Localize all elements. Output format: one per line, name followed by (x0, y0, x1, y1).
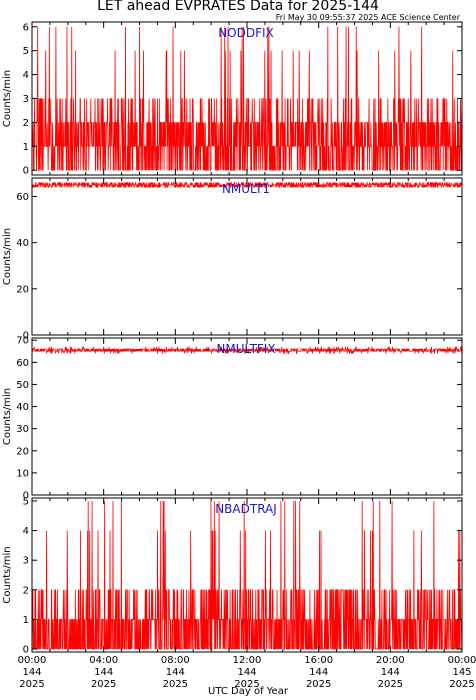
y-tick-label: 30 (16, 424, 29, 435)
panel-label: NMULT1 (222, 182, 270, 196)
x-tick-label-time: 00:00 (18, 655, 47, 666)
series-line-nmult1 (31, 182, 463, 188)
panel-label: NBADTRAJ (215, 502, 277, 516)
x-tick-label-time: 20:00 (376, 655, 405, 666)
x-tick-label-time: 04:00 (89, 655, 118, 666)
x-tick-label-time: 16:00 (304, 655, 333, 666)
y-tick-label: 3 (23, 556, 29, 567)
y-tick-label: 2 (23, 585, 29, 596)
y-tick-label: 50 (16, 380, 29, 391)
y-tick-label: 5 (23, 496, 29, 507)
y-axis-label: Counts/min (2, 546, 13, 603)
y-tick-label: 0 (23, 331, 29, 342)
chart-title: LET ahead EVPRATES Data for 2025-144 (97, 0, 379, 14)
x-tick-label-year: 2025 (163, 679, 188, 690)
y-tick-label: 1 (23, 142, 29, 153)
y-tick-label: 0 (23, 166, 29, 177)
x-tick-label-year: 2025 (449, 679, 474, 690)
x-tick-label-day: 144 (94, 667, 113, 678)
panel-nmult1: 0 20 40 60 Counts/min NMULT1 (2, 177, 463, 342)
y-tick-label: 5 (23, 46, 29, 57)
y-tick-label: 0 (23, 645, 29, 656)
x-tick-label-time: 08:00 (161, 655, 190, 666)
y-tick-label: 20 (16, 446, 29, 457)
x-tick-label-time: 12:00 (233, 655, 262, 666)
timestamp: Fri May 30 09:55:37 2025 ACE Science Cen… (276, 13, 461, 22)
y-tick-label: 2 (23, 118, 29, 129)
y-tick-label: 6 (23, 22, 29, 33)
y-tick-label: 4 (23, 526, 29, 537)
y-tick-label: 40 (16, 238, 29, 249)
x-tick-label-day: 144 (22, 667, 41, 678)
y-tick-label: 1 (23, 615, 29, 626)
x-tick-label-year: 2025 (19, 679, 44, 690)
y-axis-label: Counts/min (2, 70, 13, 127)
x-tick-label-year: 2025 (306, 679, 331, 690)
y-tick-label: 40 (16, 402, 29, 413)
y-axis-label: Counts/min (2, 228, 13, 285)
plot-frame (31, 177, 463, 336)
y-tick-label: 70 (16, 336, 29, 347)
series-line-nbadtraj (31, 500, 463, 650)
x-tick-label-year: 2025 (91, 679, 116, 690)
x-tick-label-day: 144 (309, 667, 328, 678)
x-tick-label-time: 00:00 (448, 655, 476, 666)
y-axis-label: Counts/min (2, 388, 13, 445)
x-tick-label-day: 144 (381, 667, 400, 678)
panel-nbadtraj: 0 1 2 3 4 5 Counts/min NBADTRAJ (2, 496, 463, 656)
x-axis: 00:00144202504:00144202508:00144202512:0… (18, 655, 476, 690)
panel-noddfix: 0 1 2 3 4 5 6 Counts/min NODDFIX (2, 21, 463, 177)
panel-label: NODDFIX (218, 26, 274, 40)
x-tick-label-day: 144 (237, 667, 256, 678)
plot-frame (31, 337, 463, 496)
y-tick-label: 60 (16, 192, 29, 203)
x-tick-label-year: 2025 (378, 679, 403, 690)
x-tick-label-day: 145 (452, 667, 471, 678)
panels: 0123456Counts/minNODDFIX0204060Counts/mi… (2, 21, 463, 656)
panel-label: NMULTFIX (216, 342, 275, 356)
y-tick-label: 4 (23, 70, 29, 81)
y-tick-label: 10 (16, 468, 29, 479)
panel-nmultfix: 0 10 20 30 40 50 60 70 Counts/min NMULTFIX (2, 336, 463, 502)
x-axis-label: UTC Day of Year (208, 686, 289, 697)
y-tick-label: 0 (23, 491, 29, 502)
y-tick-label: 60 (16, 358, 29, 369)
x-tick-label-day: 144 (166, 667, 185, 678)
series-line-noddfix (31, 26, 463, 171)
y-tick-label: 20 (16, 284, 29, 295)
y-tick-label: 3 (23, 94, 29, 105)
x-tick-label-year: 2025 (234, 679, 259, 690)
series-line-nmultfix (31, 346, 463, 354)
